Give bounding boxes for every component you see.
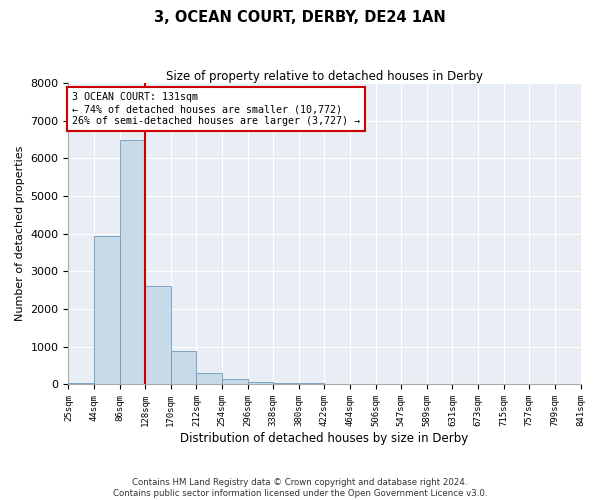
Bar: [248, 382, 273, 384]
Bar: [68, 383, 94, 384]
Bar: [222, 379, 248, 384]
Bar: [196, 373, 222, 384]
Bar: [299, 383, 325, 384]
Bar: [145, 286, 171, 384]
Text: Contains HM Land Registry data © Crown copyright and database right 2024.
Contai: Contains HM Land Registry data © Crown c…: [113, 478, 487, 498]
Bar: [94, 236, 119, 384]
Bar: [273, 383, 299, 384]
Bar: [171, 350, 196, 384]
X-axis label: Distribution of detached houses by size in Derby: Distribution of detached houses by size …: [181, 432, 469, 445]
Y-axis label: Number of detached properties: Number of detached properties: [15, 146, 25, 322]
Text: 3 OCEAN COURT: 131sqm
← 74% of detached houses are smaller (10,772)
26% of semi-: 3 OCEAN COURT: 131sqm ← 74% of detached …: [72, 92, 360, 126]
Title: Size of property relative to detached houses in Derby: Size of property relative to detached ho…: [166, 70, 483, 83]
Bar: [119, 140, 145, 384]
Text: 3, OCEAN COURT, DERBY, DE24 1AN: 3, OCEAN COURT, DERBY, DE24 1AN: [154, 10, 446, 25]
